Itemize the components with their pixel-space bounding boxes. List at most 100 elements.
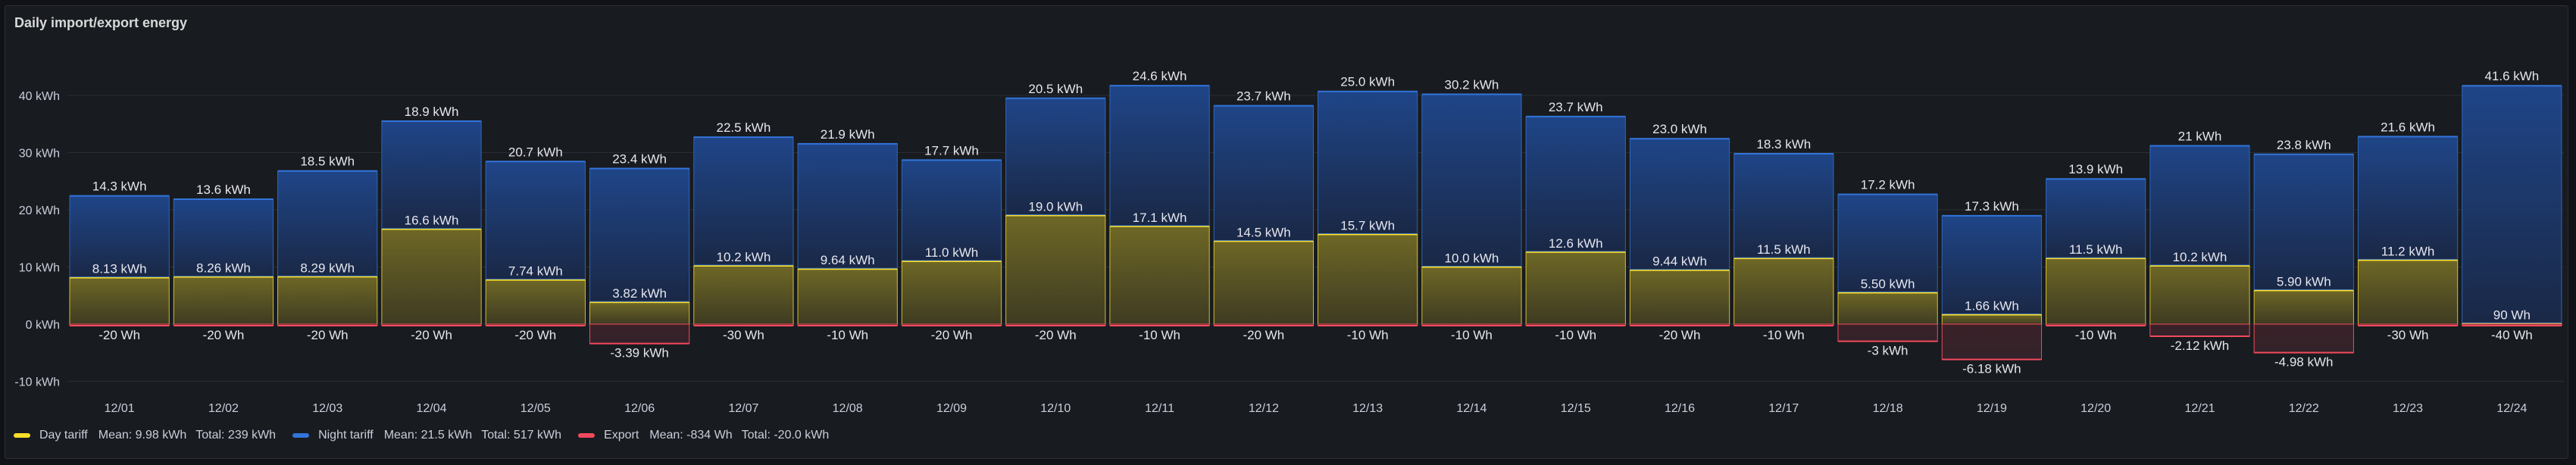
- bar-day-tariff: [70, 277, 170, 324]
- night-value-label: 23.7 kWh: [1236, 89, 1291, 104]
- bar-day-tariff: [1005, 215, 1105, 324]
- night-value-label: 21.9 kWh: [821, 127, 875, 142]
- bar-export: [2149, 323, 2250, 337]
- night-value-label: 21.6 kWh: [2381, 120, 2435, 134]
- bar-day-tariff: [1421, 267, 1522, 324]
- export-value-label: -3.39 kWh: [610, 346, 668, 360]
- night-value-label: 25.0 kWh: [1340, 75, 1395, 89]
- day-value-label: 10.2 kWh: [716, 250, 771, 264]
- bar-export: [589, 323, 690, 345]
- legend-mean: Mean: -834 Wh: [649, 429, 733, 442]
- bar-night-tariff: [1005, 98, 1106, 216]
- day-value-label: 16.6 kWh: [405, 214, 459, 228]
- x-tick-label: 12/24: [2496, 402, 2527, 415]
- bar-night-tariff: [589, 167, 690, 302]
- bar-night-tariff: [2253, 154, 2354, 290]
- bar-day-tariff: [1942, 314, 2042, 324]
- x-tick-label: 12/10: [1040, 402, 1071, 415]
- x-tick-label: 12/19: [1977, 402, 2007, 415]
- night-value-label: 23.4 kWh: [612, 151, 667, 166]
- bar-night-tariff: [693, 136, 794, 266]
- bar-day-tariff: [1526, 251, 1626, 324]
- x-tick-label: 12/13: [1352, 402, 1383, 415]
- night-value-label: 17.7 kWh: [924, 143, 979, 158]
- x-tick-label: 12/04: [416, 402, 446, 415]
- export-value-label: -10 Wh: [1451, 328, 1493, 342]
- bar-night-tariff: [381, 120, 482, 229]
- day-value-label: 17.1 kWh: [1133, 211, 1187, 225]
- y-tick-label: 10 kWh: [19, 262, 60, 275]
- bar-day-tariff: [2149, 265, 2250, 324]
- legend-item-day-tariff[interactable]: Day tariff Mean: 9.98 kWh Total: 239 kWh: [14, 429, 276, 442]
- x-tick-label: 12/16: [1665, 402, 1695, 415]
- day-value-label: 8.13 kWh: [92, 262, 147, 276]
- y-tick-label: 0 kWh: [26, 319, 60, 332]
- bar-night-tariff: [1109, 85, 1210, 226]
- legend-item-export[interactable]: Export Mean: -834 Wh Total: -20.0 kWh: [578, 429, 829, 442]
- legend-label: Day tariff: [39, 429, 88, 442]
- legend-total: Total: -20.0 kWh: [741, 429, 830, 442]
- bar-night-tariff: [1837, 194, 1938, 292]
- night-value-label: 17.3 kWh: [1965, 199, 2019, 214]
- export-value-label: -6.18 kWh: [1962, 362, 2021, 376]
- bar-night-tariff: [2149, 145, 2250, 266]
- day-value-label: 12.6 kWh: [1549, 236, 1603, 251]
- export-value-label: -3 kWh: [1868, 344, 1909, 358]
- bar-day-tariff: [2046, 258, 2146, 324]
- export-value-label: -40 Wh: [2491, 328, 2533, 342]
- bar-night-tariff: [1421, 93, 1522, 267]
- legend-mean: Mean: 21.5 kWh: [383, 429, 473, 442]
- legend-swatch-export: [578, 433, 596, 438]
- bar-day-tariff: [2254, 290, 2354, 324]
- x-tick-label: 12/07: [728, 402, 758, 415]
- export-value-label: -20 Wh: [98, 328, 140, 342]
- export-value-label: -10 Wh: [1763, 328, 1805, 342]
- legend-label: Export: [604, 429, 639, 442]
- legend-item-night-tariff[interactable]: Night tariff Mean: 21.5 kWh Total: 517 k…: [292, 429, 561, 442]
- day-value-label: 5.50 kWh: [1861, 276, 1915, 291]
- bar-day-tariff: [589, 302, 689, 324]
- night-value-label: 18.9 kWh: [405, 105, 459, 119]
- x-tick-label: 12/06: [624, 402, 655, 415]
- export-value-label: -10 Wh: [827, 328, 868, 342]
- x-tick-label: 12/02: [208, 402, 239, 415]
- day-value-label: 8.29 kWh: [300, 261, 355, 275]
- bar-day-tariff: [2358, 260, 2458, 324]
- export-value-label: -10 Wh: [1139, 328, 1180, 342]
- export-value-label: -20 Wh: [931, 328, 973, 342]
- x-tick-label: 12/15: [1561, 402, 1591, 415]
- bar-export: [1837, 323, 1938, 342]
- day-value-label: 15.7 kWh: [1340, 218, 1395, 232]
- day-value-label: 8.26 kWh: [196, 261, 251, 276]
- legend-mean: Mean: 9.98 kWh: [98, 429, 187, 442]
- x-tick-label: 12/12: [1249, 402, 1279, 415]
- bar-day-tariff: [902, 261, 1002, 324]
- bar-day-tariff: [1318, 234, 1418, 324]
- bar-day-tariff: [174, 276, 274, 324]
- export-value-label: -30 Wh: [2387, 328, 2429, 342]
- day-value-label: 1.66 kWh: [1965, 298, 2019, 313]
- export-value-label: -4.98 kWh: [2274, 355, 2333, 370]
- legend-total: Total: 239 kWh: [195, 429, 277, 442]
- bar-day-tariff: [381, 229, 482, 324]
- bar-day-tariff: [1630, 270, 1730, 324]
- bar-day-tariff: [1214, 241, 1314, 324]
- x-tick-label: 12/22: [2289, 402, 2319, 415]
- day-value-label: 10.2 kWh: [2173, 250, 2227, 264]
- bar-export: [1941, 323, 2043, 360]
- night-value-label: 24.6 kWh: [1133, 69, 1187, 83]
- x-tick-label: 12/03: [312, 402, 342, 415]
- day-value-label: 9.44 kWh: [1652, 254, 1707, 269]
- x-tick-label: 12/08: [833, 402, 863, 415]
- night-value-label: 23.0 kWh: [1652, 122, 1707, 136]
- export-value-label: -2.12 kWh: [2171, 339, 2229, 353]
- day-value-label: 19.0 kWh: [1028, 200, 1083, 214]
- bar-day-tariff: [693, 265, 794, 324]
- day-value-label: 11.2 kWh: [2381, 244, 2435, 258]
- night-value-label: 20.7 kWh: [508, 145, 563, 159]
- export-value-label: -30 Wh: [723, 328, 764, 342]
- day-value-label: 14.5 kWh: [1236, 226, 1291, 240]
- bar-night-tariff: [901, 159, 1002, 261]
- night-value-label: 22.5 kWh: [716, 120, 771, 135]
- bar-night-tariff: [1733, 153, 1834, 258]
